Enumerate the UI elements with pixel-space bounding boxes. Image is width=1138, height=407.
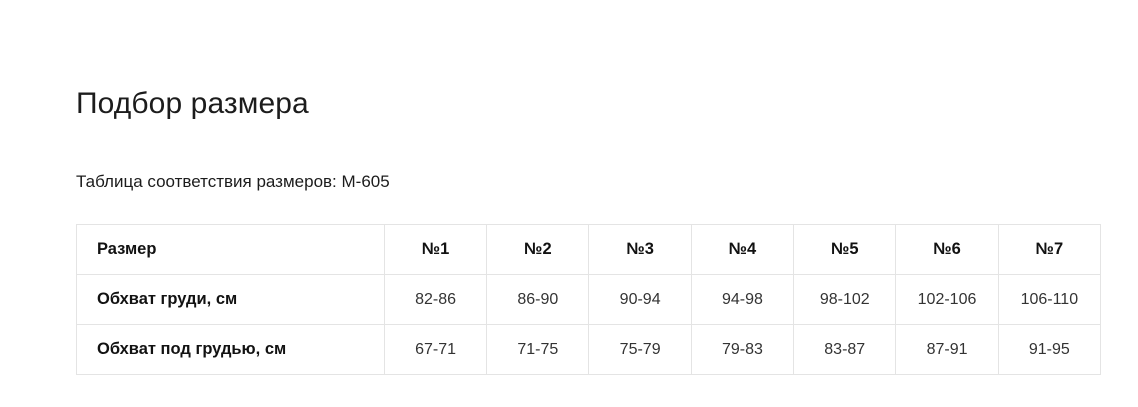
page-title: Подбор размера [76, 87, 309, 121]
cell-underbust-6: 87-91 [895, 324, 999, 375]
column-header-4: №4 [690, 224, 795, 275]
table-caption: Таблица соответствия размеров: М-605 [76, 172, 390, 191]
cell-chest-3: 90-94 [588, 274, 692, 325]
column-header-1: №1 [383, 224, 488, 275]
cell-underbust-1: 67-71 [383, 324, 488, 375]
column-header-3: №3 [588, 224, 692, 275]
cell-chest-7: 106-110 [997, 274, 1102, 325]
cell-underbust-5: 83-87 [793, 324, 897, 375]
column-header-6: №6 [895, 224, 999, 275]
cell-chest-6: 102-106 [895, 274, 999, 325]
column-header-5: №5 [793, 224, 897, 275]
row-label-underbust: Обхват под грудью, см [76, 324, 385, 375]
size-table-container: Размер №1 №2 №3 №4 №5 №6 №7 Обхват груди… [76, 224, 1102, 375]
column-header-7: №7 [997, 224, 1102, 275]
cell-underbust-4: 79-83 [690, 324, 795, 375]
cell-underbust-3: 75-79 [588, 324, 692, 375]
cell-underbust-2: 71-75 [486, 324, 590, 375]
cell-chest-1: 82-86 [383, 274, 488, 325]
cell-chest-4: 94-98 [690, 274, 795, 325]
table-row: Обхват груди, см 82-86 86-90 90-94 94-98… [76, 274, 1102, 325]
column-header-size: Размер [76, 224, 385, 275]
cell-chest-2: 86-90 [486, 274, 590, 325]
row-label-chest: Обхват груди, см [76, 274, 385, 325]
table-row: Обхват под грудью, см 67-71 71-75 75-79 … [76, 324, 1102, 375]
cell-chest-5: 98-102 [793, 274, 897, 325]
size-correspondence-table: Размер №1 №2 №3 №4 №5 №6 №7 Обхват груди… [76, 224, 1102, 375]
table-header-row: Размер №1 №2 №3 №4 №5 №6 №7 [76, 224, 1102, 275]
cell-underbust-7: 91-95 [997, 324, 1102, 375]
column-header-2: №2 [486, 224, 590, 275]
